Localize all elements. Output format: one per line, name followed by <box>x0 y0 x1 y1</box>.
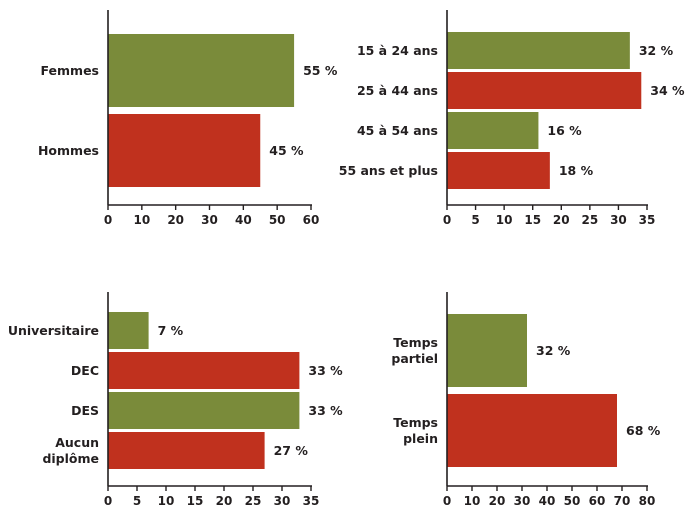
x-tick-label: 20 <box>216 494 233 508</box>
category-label: Universitaire <box>8 323 99 338</box>
value-label: 7 % <box>158 323 184 338</box>
x-tick-label: 35 <box>639 213 656 227</box>
x-tick-label: 15 <box>187 494 204 508</box>
x-tick-label: 5 <box>133 494 141 508</box>
x-tick-label: 60 <box>303 213 320 227</box>
x-tick-label: 0 <box>104 494 112 508</box>
chart-panel-1: Femmes 55 % Hommes 45 % 0 10 20 30 40 50 60 <box>38 10 338 227</box>
bar <box>108 312 149 349</box>
x-tick-label: 30 <box>201 213 218 227</box>
value-label: 16 % <box>547 123 582 138</box>
bar <box>447 152 550 189</box>
x-tick-label: 70 <box>614 494 631 508</box>
x-tick-label: 35 <box>303 494 320 508</box>
bar <box>447 112 539 149</box>
bar <box>108 34 295 107</box>
chart-panel-3: Universitaire 7 % DEC 33 % DES 33 % Aucun diplô… <box>8 292 343 508</box>
value-label: 27 % <box>274 443 309 458</box>
category-label: 45 à 54 ans <box>357 123 438 138</box>
x-tick-label: 15 <box>524 213 541 227</box>
category-label: Temps plein <box>393 415 438 446</box>
category-label: Hommes <box>38 143 99 158</box>
value-label: 18 % <box>559 163 594 178</box>
x-tick-label: 60 <box>589 494 606 508</box>
x-tick-label: 25 <box>245 494 262 508</box>
bar <box>447 72 642 109</box>
value-label: 32 % <box>536 343 571 358</box>
value-label: 34 % <box>650 83 685 98</box>
value-label: 55 % <box>303 63 338 78</box>
bar <box>108 432 265 469</box>
x-tick-label: 10 <box>158 494 175 508</box>
x-tick-label: 10 <box>133 213 150 227</box>
x-tick-label: 0 <box>443 494 451 508</box>
bar <box>447 32 630 69</box>
category-label: Temps partiel <box>391 335 438 366</box>
chart-panel-2: 15 à 24 ans 32 % 25 à 44 ans 34 % 45 à 54 an… <box>339 10 685 227</box>
x-tick-label: 40 <box>539 494 556 508</box>
category-label: DEC <box>71 363 99 378</box>
x-tick-label: 0 <box>443 213 451 227</box>
bar <box>108 352 300 389</box>
category-label: 25 à 44 ans <box>357 83 438 98</box>
x-tick-label: 40 <box>235 213 252 227</box>
category-label: 15 à 24 ans <box>357 43 438 58</box>
value-label: 32 % <box>639 43 674 58</box>
bar <box>108 392 300 429</box>
category-label: Femmes <box>41 63 99 78</box>
x-tick-label: 80 <box>639 494 656 508</box>
x-tick-label: 20 <box>553 213 570 227</box>
x-tick-label: 30 <box>514 494 531 508</box>
x-tick-label: 25 <box>582 213 599 227</box>
category-label: 55 ans et plus <box>339 163 438 178</box>
chart-panel-4: Temps partiel 32 % Temps plein 68 % 0 10 20 30 40 5… <box>391 292 661 508</box>
bar <box>447 394 617 467</box>
x-tick-label: 50 <box>269 213 286 227</box>
x-tick-label: 10 <box>496 213 513 227</box>
category-label: DES <box>71 403 99 418</box>
bar <box>447 314 527 387</box>
value-label: 33 % <box>308 363 343 378</box>
x-tick-label: 30 <box>610 213 627 227</box>
value-label: 33 % <box>308 403 343 418</box>
x-tick-label: 5 <box>471 213 479 227</box>
x-tick-label: 30 <box>274 494 291 508</box>
x-tick-label: 20 <box>167 213 184 227</box>
value-label: 45 % <box>269 143 304 158</box>
x-tick-label: 10 <box>464 494 481 508</box>
bar <box>108 114 261 187</box>
x-tick-label: 50 <box>564 494 581 508</box>
value-label: 68 % <box>626 423 661 438</box>
x-tick-label: 0 <box>104 213 112 227</box>
category-label: Aucun diplôme <box>42 435 99 466</box>
x-tick-label: 20 <box>489 494 506 508</box>
